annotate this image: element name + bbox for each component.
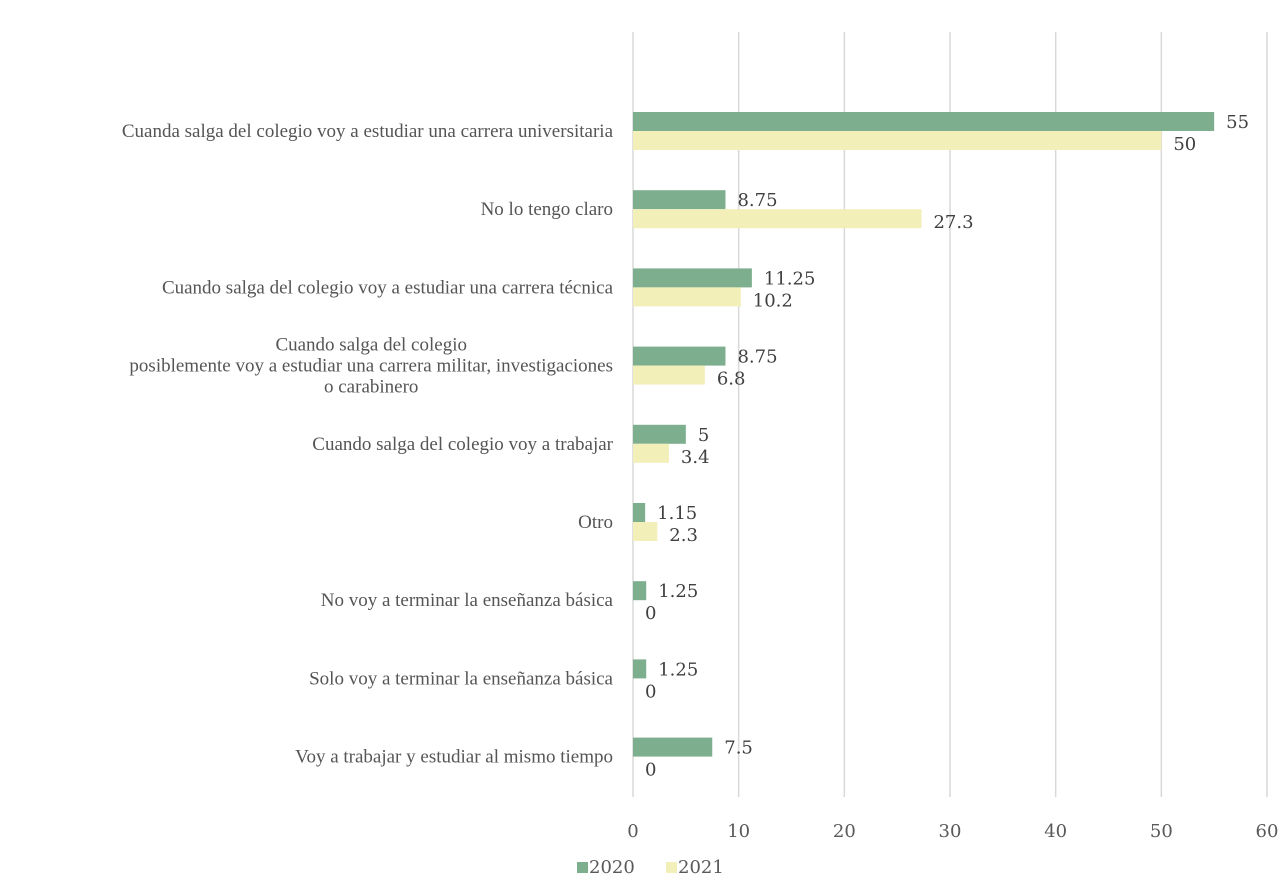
bar-2020 — [633, 581, 647, 601]
legend-label-2021: 2021 — [678, 857, 724, 878]
x-tick-label: 40 — [1044, 821, 1067, 842]
category-label: Voy a trabajar y estudiar al mismo tiemp… — [295, 747, 613, 768]
data-label-2020: 5 — [698, 425, 709, 446]
x-tick-label: 50 — [1150, 821, 1173, 842]
data-labels: 55508.7527.311.2510.28.756.853.41.152.31… — [645, 112, 1249, 781]
category-label: Cuando salga del colegio voy a trabajar — [312, 434, 613, 455]
data-label-2020: 1.25 — [658, 659, 698, 680]
data-label-2021: 10.2 — [753, 290, 793, 311]
data-label-2020: 11.25 — [764, 268, 816, 289]
bar-2020 — [633, 112, 1215, 131]
bar-2020 — [633, 190, 726, 210]
bar-2020 — [633, 737, 713, 757]
data-label-2021: 6.8 — [717, 369, 746, 390]
bar-2021 — [633, 209, 922, 229]
x-tick-label: 20 — [833, 821, 856, 842]
category-label: Cuando salga del colegio voy a estudiar … — [162, 277, 614, 298]
bar-2020 — [633, 268, 752, 288]
gridlines — [632, 32, 1268, 797]
data-label-2020: 8.75 — [737, 347, 777, 368]
x-tick-label: 0 — [627, 821, 638, 842]
x-tick-label: 30 — [939, 821, 962, 842]
data-label-2021: 0 — [645, 681, 656, 702]
data-label-2020: 8.75 — [737, 190, 777, 211]
legend-swatch-2020 — [577, 862, 588, 873]
data-label-2021: 2.3 — [669, 525, 698, 546]
data-label-2020: 1.15 — [657, 503, 697, 524]
bar-2020 — [633, 424, 686, 444]
category-labels: Cuanda salga del colegio voy a estudiar … — [122, 121, 614, 768]
category-label: Otro — [578, 512, 613, 533]
bar-2021 — [633, 287, 741, 307]
legend-label-2020: 2020 — [589, 857, 635, 878]
data-label-2021: 3.4 — [681, 447, 710, 468]
data-label-2020: 1.25 — [658, 581, 698, 602]
bar-2020 — [633, 503, 646, 522]
bar-2021 — [633, 365, 705, 385]
x-axis-tick-labels: 0 10 20 30 40 50 60 — [627, 821, 1278, 842]
x-tick-label: 60 — [1256, 821, 1279, 842]
bars — [633, 112, 1215, 757]
data-label-2021: 0 — [645, 760, 656, 781]
bar-2020 — [633, 346, 726, 366]
legend-swatch-2021 — [666, 862, 677, 873]
data-label-2021: 27.3 — [933, 212, 973, 233]
bar-2021 — [633, 131, 1162, 150]
data-label-2021: 50 — [1173, 134, 1196, 155]
bar-2020 — [633, 659, 647, 679]
legend: 2020 2021 — [577, 857, 724, 878]
category-label: Cuanda salga del colegio voy a estudiar … — [122, 121, 614, 142]
data-label-2020: 7.5 — [724, 738, 753, 759]
data-label-2021: 0 — [645, 603, 656, 624]
category-label: Cuando salga del colegio posiblemente voy… — [129, 335, 613, 398]
x-tick-label: 10 — [727, 821, 750, 842]
bar-2021 — [633, 522, 658, 541]
bar-2021 — [633, 443, 669, 463]
category-label: No lo tengo claro — [481, 199, 613, 220]
data-label-2020: 55 — [1226, 112, 1249, 133]
category-label: Solo voy a terminar la enseñanza básica — [309, 668, 613, 689]
category-label: No voy a terminar la enseñanza básica — [321, 590, 614, 611]
